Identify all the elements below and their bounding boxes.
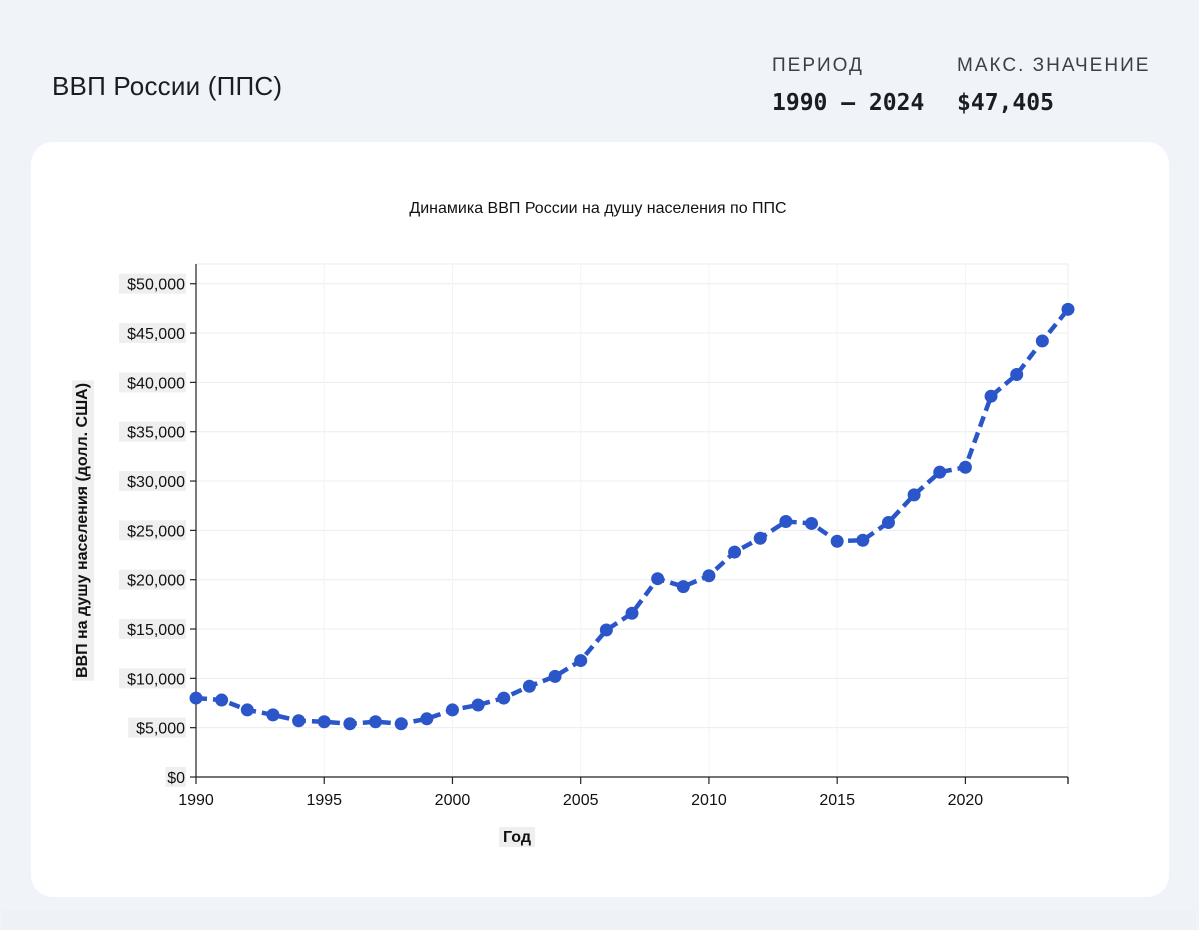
data-point [625,606,639,620]
y-tick-label-bg [118,323,186,344]
y-tick-label-bg [118,421,186,442]
data-point [522,679,536,693]
y-tick-label-bg [118,619,186,640]
y-tick-label-bg [118,569,186,590]
data-point [292,714,306,728]
data-point [1035,334,1049,348]
period-stat: ПЕРИОД 1990 – 2024 [772,55,924,116]
data-point [805,516,819,530]
y-tick-label-bg [118,520,186,541]
data-point [984,389,998,403]
y-tick-label: $15,000 [127,622,185,639]
y-tick-label: $25,000 [127,523,185,540]
data-point [369,715,383,729]
y-axis-title: ВВП на душу населения (долл. США) [74,383,91,678]
y-axis-title-bg [72,380,94,681]
data-point [651,572,665,586]
label-layer: $0 $5,000 $10,000 $15,000 $20,000 $25,000 $30,… [72,273,984,847]
data-point [881,515,895,529]
series-line [195,307,1070,726]
plot-frame [195,263,1069,778]
data-point [343,717,357,731]
data-point [856,533,870,547]
data-point [830,534,844,548]
y-tick-label-bg [118,668,186,689]
max-value-stat: МАКС. ЗНАЧЕНИЕ $47,405 [957,55,1150,116]
data-point [471,698,485,712]
x-tick-label: 2020 [948,792,984,809]
data-point [189,691,203,705]
data-point [753,531,767,545]
data-point [420,712,434,726]
data-point [933,465,947,479]
page-title: ВВП России (ППС) [52,71,283,101]
data-point [779,514,793,528]
chart-card: Динамика ВВП России на душу населения по… [31,142,1169,897]
footer-strip [3,910,1196,930]
data-point [445,703,459,717]
y-tick-label: $45,000 [127,326,185,343]
x-tick-label: 2005 [563,792,599,809]
y-tick-label: $20,000 [127,573,185,590]
y-tick-label-bg [118,372,186,393]
data-point [907,488,921,502]
y-tick-label: $10,000 [127,671,185,688]
data-point [240,703,254,717]
max-value-label: МАКС. ЗНАЧЕНИЕ [957,55,1151,76]
data-point [574,654,588,668]
x-tick-label: 2010 [691,792,727,809]
data-point [266,708,280,722]
x-tick-label: 2015 [819,792,855,809]
series-layer [189,302,1075,731]
axis-layer [190,264,1069,784]
x-tick-label: 1990 [178,792,214,809]
x-axis-title: Год [503,829,531,846]
x-tick-label: 2000 [435,792,471,809]
data-point [599,623,613,637]
y-tick-label-bg [128,717,186,738]
x-tick-label: 1995 [306,792,342,809]
y-tick-label: $30,000 [127,474,185,491]
data-point [728,545,742,559]
period-value: 1990 – 2024 [772,90,925,116]
data-point [676,580,690,594]
data-point [958,460,972,474]
data-point [702,569,716,583]
period-label: ПЕРИОД [772,55,864,76]
grid-layer [195,263,1069,778]
data-point [497,691,511,705]
y-tick-label: $35,000 [127,425,185,442]
y-tick-label: $50,000 [127,277,185,294]
data-point [394,717,408,731]
max-value-value: $47,405 [957,90,1054,116]
gdp-line-chart: Динамика ВВП России на душу населения по… [72,200,1075,847]
data-point [317,715,331,729]
y-tick-label-bg [118,471,186,492]
data-point [1010,367,1024,381]
y-tick-label: $0 [167,770,185,787]
y-tick-label-bg [165,767,186,787]
y-tick-label: $40,000 [127,375,185,392]
chart-title: Динамика ВВП России на душу населения по… [409,200,786,217]
data-point [215,693,229,707]
y-tick-label-bg [118,273,186,294]
data-point [548,669,562,683]
y-tick-label: $5,000 [136,721,185,738]
data-point [1061,302,1075,316]
x-axis-title-bg [499,827,535,847]
